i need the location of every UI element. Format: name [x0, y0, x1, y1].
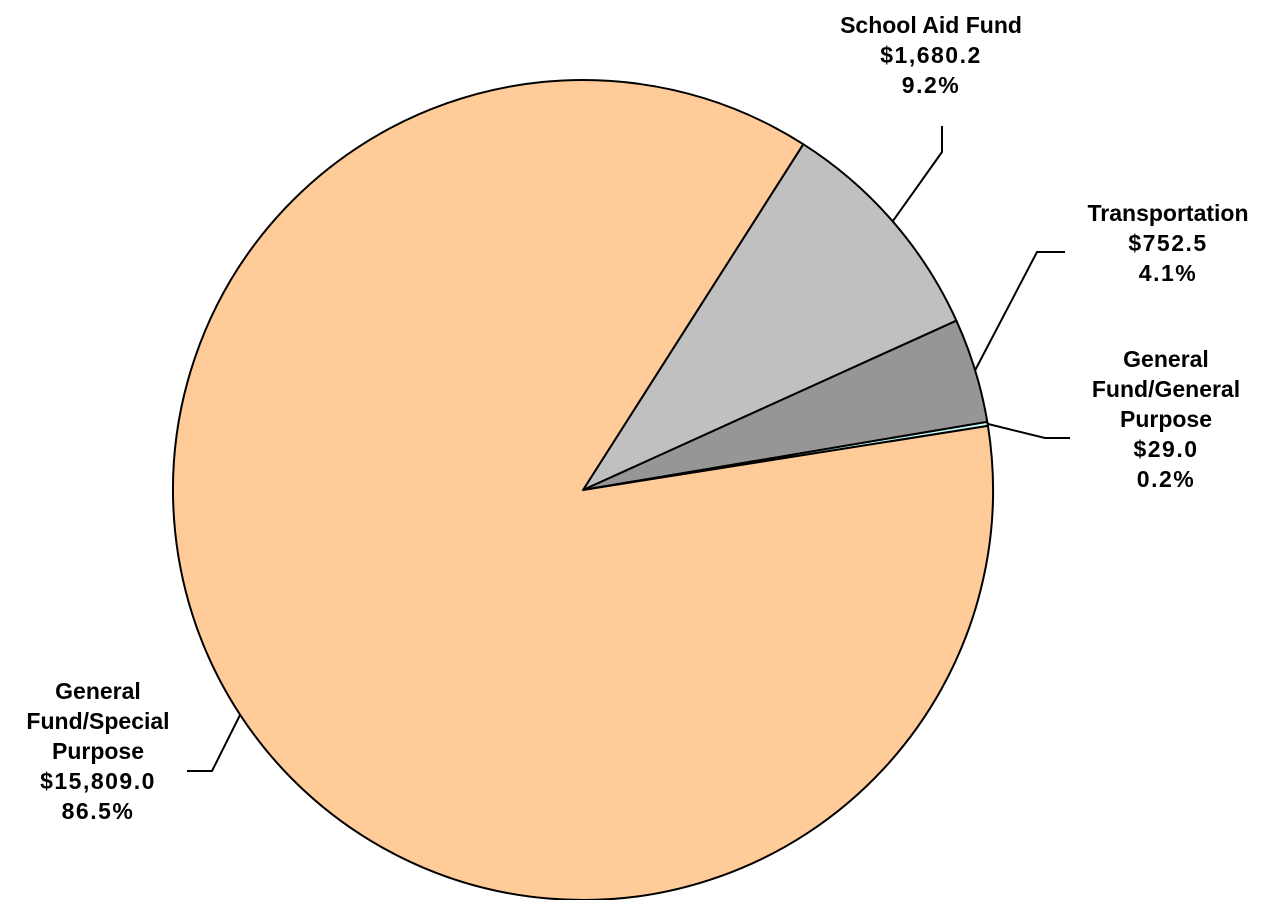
slice-name-line: Purpose [1119, 406, 1213, 432]
slice-label-school-aid-fund: School Aid Fund $1,680.2 9.2% [840, 10, 1022, 100]
slice-label-general-fund-special-purpose: General Fund/Special Purpose $15,809.0 8… [26, 676, 169, 826]
pie-slices [172, 79, 994, 900]
leader-lines [187, 126, 1070, 772]
slice-name-general-fund-special-purpose: General Fund/Special Purpose [26, 676, 169, 766]
slice-value-general-fund-special-purpose: $15,809.0 [40, 768, 156, 794]
slice-name-school-aid-fund: School Aid Fund [840, 10, 1022, 40]
leader-line-general-fund-special-purpose [187, 714, 242, 772]
slice-label-general-fund-general-purpose: General Fund/General Purpose $29.0 0.2% [1092, 344, 1240, 494]
slice-value-general-fund-general-purpose: $29.0 [1133, 436, 1199, 462]
slice-percent-school-aid-fund: 9.2% [901, 72, 961, 98]
slice-label-transportation: Transportation $752.5 4.1% [1087, 198, 1248, 288]
slice-name-line: School Aid Fund [840, 12, 1022, 38]
pie-slice-general-fund-special-purpose [172, 79, 994, 900]
slice-value-school-aid-fund: $1,680.2 [880, 42, 982, 68]
pie-slice-school-aid-fund [582, 143, 958, 491]
slice-percent-transportation: 4.1% [1138, 260, 1198, 286]
slice-name-line: Fund/General [1091, 376, 1241, 402]
leader-line-transportation [974, 251, 1065, 371]
slice-name-line: Transportation [1087, 200, 1249, 226]
slice-name-general-fund-general-purpose: General Fund/General Purpose [1092, 344, 1240, 434]
slice-percent-general-fund-special-purpose: 86.5% [61, 798, 135, 824]
slice-percent-general-fund-general-purpose: 0.2% [1136, 466, 1196, 492]
leader-line-school-aid-fund [891, 126, 943, 222]
slice-value-transportation: $752.5 [1128, 230, 1208, 256]
slice-name-line: General [55, 678, 141, 704]
slice-name-transportation: Transportation [1087, 198, 1248, 228]
slice-name-line: Fund/Special [26, 708, 170, 734]
slice-name-line: Purpose [51, 738, 145, 764]
leader-line-general-fund-general-purpose [987, 422, 1070, 439]
slice-name-line: General [1123, 346, 1209, 372]
